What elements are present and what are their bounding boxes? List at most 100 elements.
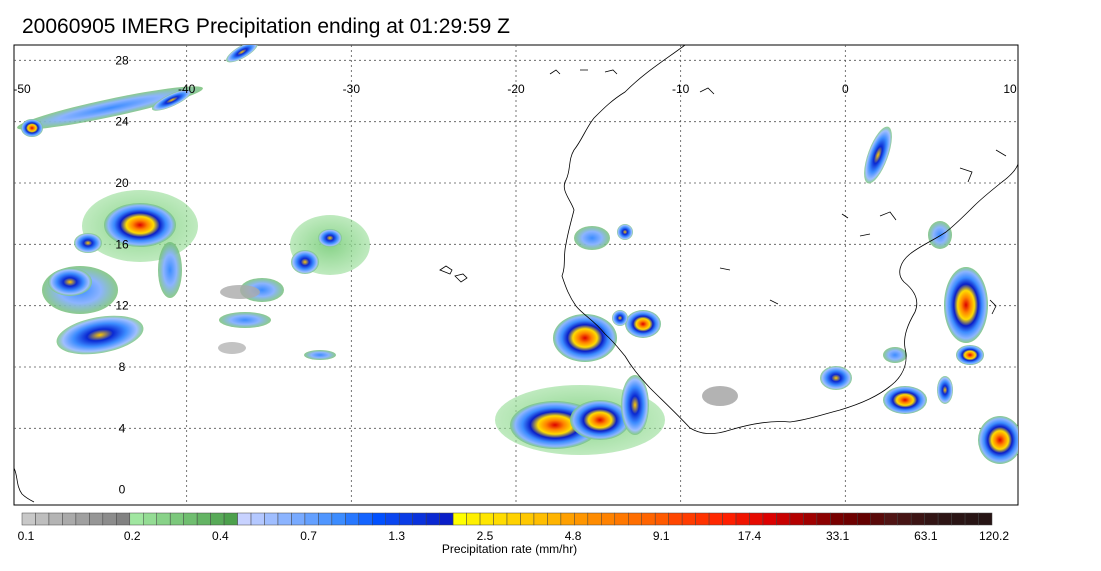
precip-cell-coast-c [617,224,633,240]
colorbar-swatch [830,512,845,526]
precip-cell-central-b [318,229,342,247]
colorbar-swatch [439,512,454,526]
precip-cell-west-17n [104,203,176,247]
colorbar-swatch [964,512,979,526]
colorbar-swatch [870,512,885,526]
colorbar-swatch [62,512,77,526]
lon-tick-label: 0 [842,82,849,96]
lat-tick-label: 24 [115,115,129,129]
colorbar-swatch [587,512,602,526]
precip-cell-central-a [291,250,319,274]
lon-tick-label: -40 [178,82,196,96]
colorbar-swatch [816,512,831,526]
colorbar-swatch [385,512,400,526]
colorbar-swatch [722,512,737,526]
colorbar-swatch [129,512,144,526]
colorbar-swatch [560,512,575,526]
colorbar-swatch [803,512,818,526]
longitude-ticks: -50 -40 -30 -20 -10 0 10 [13,82,1017,96]
colorbar-swatch [695,512,710,526]
colorbar-swatch [708,512,723,526]
colorbar-swatch [897,512,912,526]
colorbar-swatch [493,512,508,526]
colorbar-swatch [910,512,925,526]
precip-cell-west-14n [48,268,92,296]
colorbar-swatch [412,512,427,526]
colorbar-swatch [196,512,211,526]
colorbar-label: 120.2 [978,529,1010,543]
colorbar-swatch [89,512,104,526]
colorbar-swatch [466,512,481,526]
colorbar-swatch [183,512,198,526]
colorbar-swatch [951,512,966,526]
precip-cell-central-e [304,350,336,360]
colorbar-swatch [776,512,791,526]
colorbar-swatch [641,512,656,526]
colorbar-swatch [116,512,131,526]
colorbar-label: 0.7 [300,529,317,543]
precip-cell-east-d [883,347,907,363]
precip-cell-east-22n [864,126,892,184]
colorbar-label: 9.1 [652,529,670,543]
colorbar-swatch [506,512,521,526]
precipitation-field [17,45,1018,464]
colorbar-swatch [331,512,346,526]
lat-tick-label: 16 [115,237,129,251]
colorbar-swatch [937,512,952,526]
precip-cell-west-12n [56,315,144,355]
colorbar-swatch [358,512,373,526]
lat-tick-label: 12 [115,299,129,313]
precip-cell-east-10n [956,345,984,365]
precip-light-central-b [218,342,246,354]
colorbar-label: 1.3 [388,529,406,543]
precip-cell-gulf-b [570,400,630,440]
lat-tick-label: 8 [119,360,126,374]
colorbar-swatch [21,512,36,526]
lat-tick-label: 0 [119,483,126,497]
coastline [14,45,1018,503]
precip-cell-central-d [219,312,271,328]
colorbar-swatch [452,512,467,526]
colorbar-swatches [21,512,993,526]
colorbar-swatch [668,512,683,526]
colorbar-swatch [547,512,562,526]
precip-cell-east-c [928,221,952,249]
colorbar-swatch [223,512,238,526]
colorbar-swatch [277,512,292,526]
colorbar-swatch [520,512,535,526]
precip-cell-east-13n [944,267,988,343]
colorbar-swatch [614,512,629,526]
precip-cell-west-a [74,233,102,253]
colorbar-swatch [156,512,171,526]
colorbar-label: 2.5 [476,529,494,543]
colorbar-swatch [601,512,616,526]
colorbar-swatch [857,512,871,526]
colorbar-label: 4.8 [564,529,582,543]
lon-tick-label: -10 [672,82,690,96]
colorbar-swatch [574,512,589,526]
colorbar-swatch [143,512,157,526]
colorbar-swatch [398,512,413,526]
colorbar-swatch [169,512,184,526]
colorbar-swatch [681,512,696,526]
colorbar-swatch [533,512,548,526]
colorbar-label: 63.1 [914,529,938,543]
colorbar-swatch [789,512,804,526]
precip-cell-east-b [937,376,953,404]
colorbar-label: 0.2 [123,529,141,543]
colorbar-swatch [318,512,333,526]
lon-tick-label: -30 [343,82,361,96]
precip-light-central [220,285,260,299]
lat-tick-label: 20 [115,176,129,190]
colorbar-swatch [210,512,225,526]
colorbar-swatch [48,512,63,526]
colorbar-swatch [735,512,750,526]
precip-cell-nw [151,89,193,111]
precip-cell-top [226,45,258,63]
colorbar-swatch [425,512,440,526]
colorbar-swatch [372,512,386,526]
colorbar-swatch [883,512,898,526]
precip-cell-coast-12n [553,314,617,362]
